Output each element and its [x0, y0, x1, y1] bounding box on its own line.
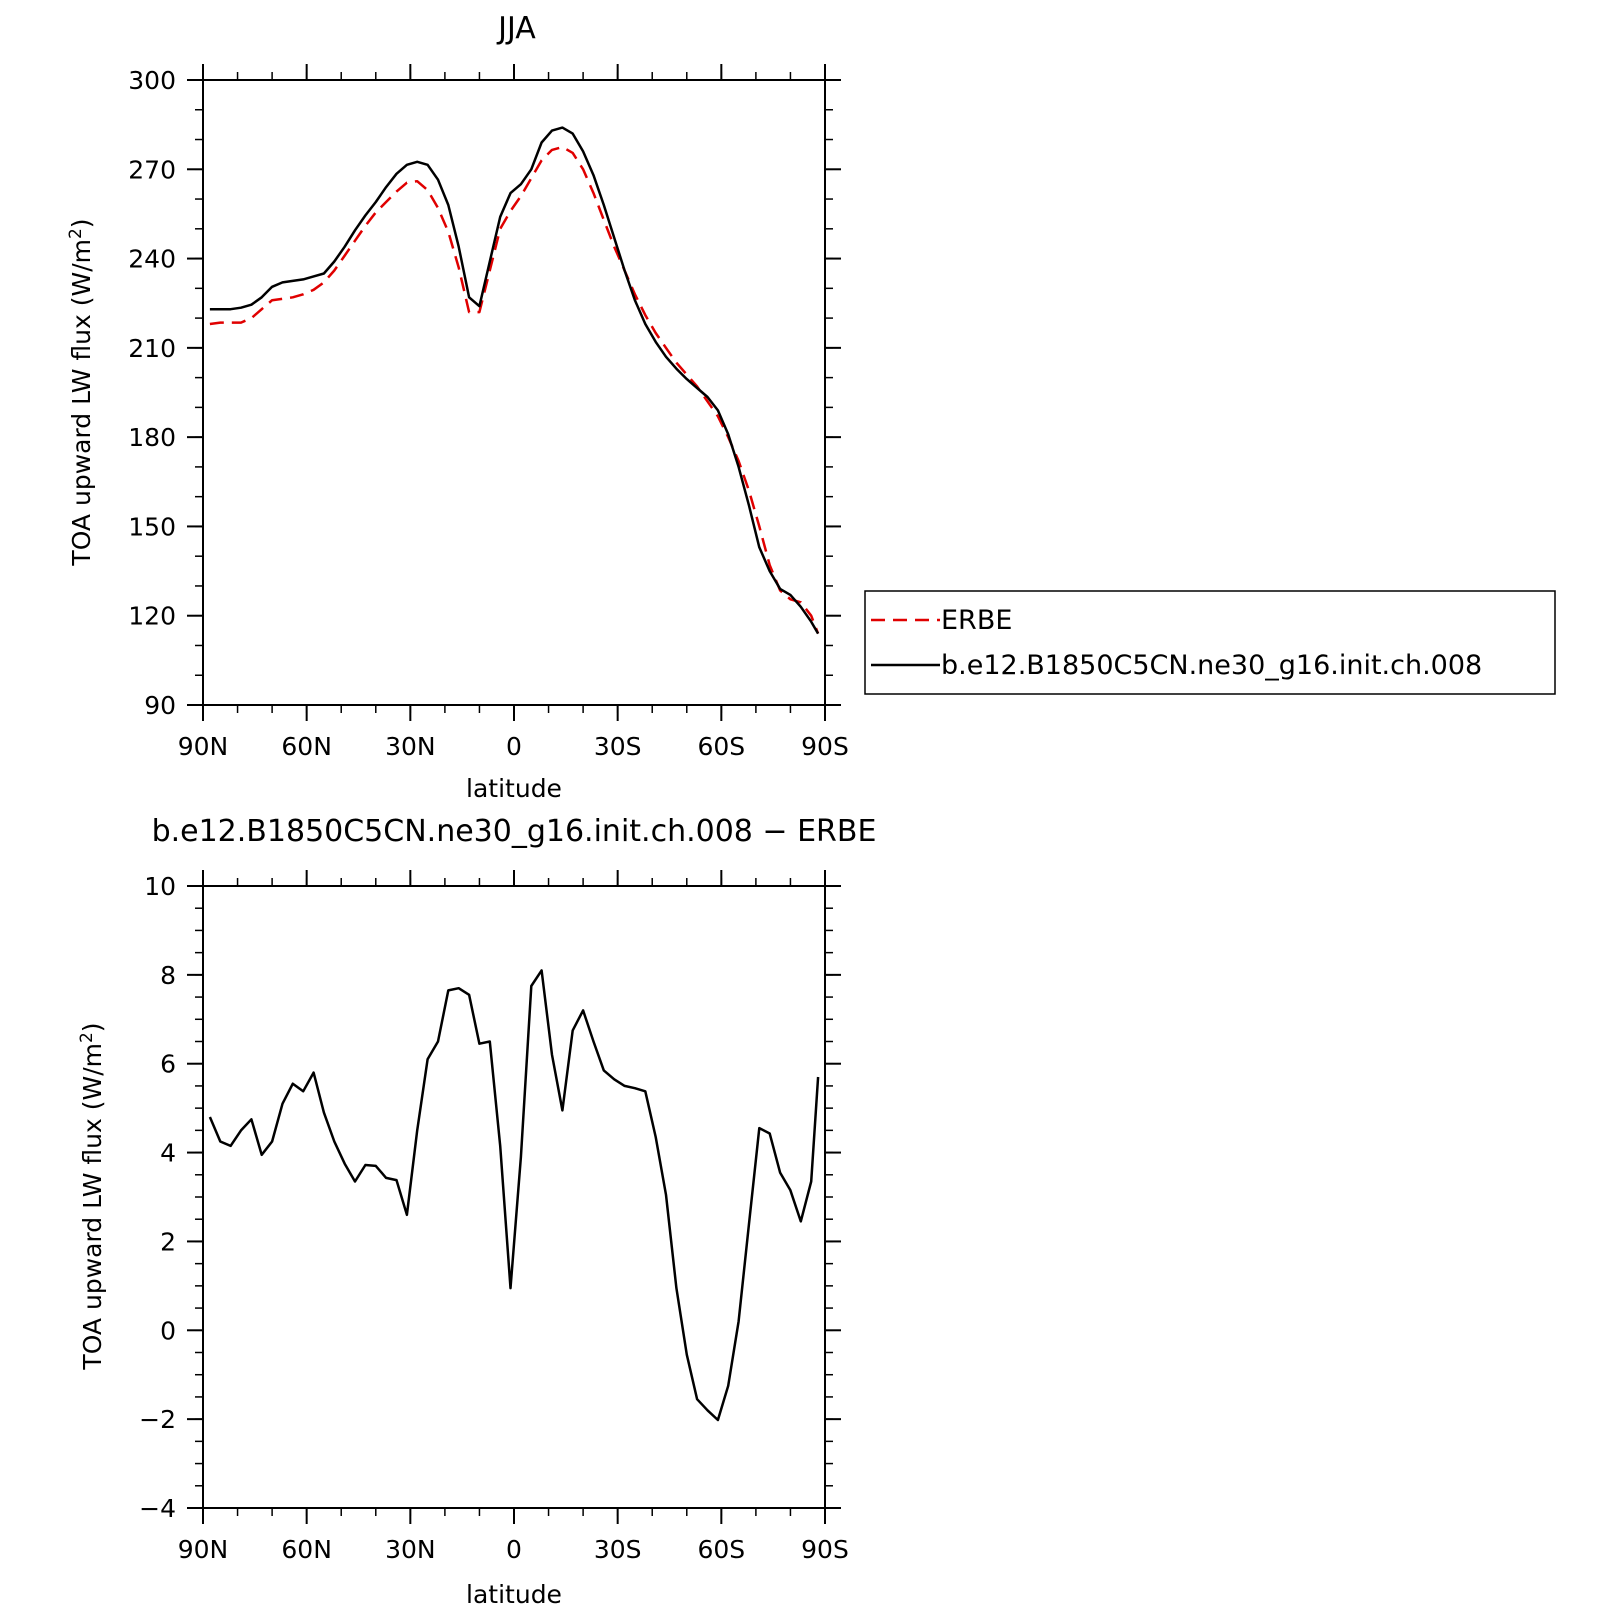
top-x-tick-label: 90S — [801, 732, 849, 761]
bottom-x-tick-label: 60S — [697, 1535, 745, 1564]
top-x-tick-label: 0 — [506, 732, 522, 761]
legend-label-model: b.e12.B1850C5CN.ne30_g16.init.ch.008 — [941, 650, 1482, 681]
top-y-tick-label: 240 — [128, 245, 176, 274]
bottom-y-tick-label: 0 — [160, 1316, 176, 1345]
bottom-panel-title: b.e12.B1850C5CN.ne30_g16.init.ch.008 − E… — [152, 814, 877, 849]
bottom-y-tick-label: 10 — [144, 872, 176, 901]
bottom-panel-series — [208, 969, 820, 1422]
bottom-y-tick-label: −4 — [139, 1494, 176, 1523]
bottom-y-tick-label: 6 — [160, 1050, 176, 1079]
top-x-tick-label: 60N — [281, 732, 332, 761]
bottom-x-tick-label: 90N — [178, 1535, 229, 1564]
top-plot-frame — [202, 79, 826, 706]
top-panel-ticks: 90 120 150 180 210 240 270 300 90N 60N 30N 0 30S 60S 9… — [128, 64, 849, 761]
top-y-tick-label: 270 — [128, 155, 176, 184]
bottom-y-tick-label: 4 — [160, 1139, 176, 1168]
top-y-tick-label: 120 — [128, 602, 176, 631]
legend-box — [864, 590, 1556, 695]
top-x-tick-label: 30S — [594, 732, 642, 761]
bottom-x-tick-label: 0 — [506, 1535, 522, 1564]
top-x-tick-label: 30N — [385, 732, 436, 761]
top-panel: JJA 90 120 150 180 210 240 270 300 90N 60N 30N 0 30S… — [66, 11, 849, 803]
top-y-tick-label: 300 — [128, 66, 176, 95]
bottom-x-tick-label: 30N — [385, 1535, 436, 1564]
bottom-y-tick-label: 2 — [160, 1227, 176, 1256]
bottom-y-tick-label: 8 — [160, 961, 176, 990]
bottom-series-line-0 — [208, 969, 820, 1422]
bottom-x-tick-label: 30S — [594, 1535, 642, 1564]
top-series-line-0 — [209, 145, 820, 635]
top-series-line-1 — [209, 126, 820, 635]
top-x-axis-title: latitude — [466, 774, 562, 803]
top-x-tick-label: 60S — [697, 732, 745, 761]
legend-label-erbe: ERBE — [941, 605, 1012, 636]
top-y-tick-label: 90 — [144, 691, 176, 720]
bottom-panel-ticks: −4 −2 0 2 4 6 8 10 90N 60N 30N 0 30S 60S 90S — [139, 870, 849, 1564]
top-y-axis-title: TOA upward LW flux (W/m2) — [66, 218, 96, 566]
top-x-tick-label: 90N — [178, 732, 229, 761]
bottom-y-tick-label: −2 — [139, 1405, 176, 1434]
bottom-x-tick-label: 90S — [801, 1535, 849, 1564]
bottom-x-axis-title: latitude — [466, 1580, 562, 1609]
top-y-tick-label: 150 — [128, 512, 176, 541]
top-panel-title: JJA — [496, 11, 536, 46]
top-y-tick-label: 180 — [128, 423, 176, 452]
bottom-y-axis-title: TOA upward LW flux (W/m2) — [77, 1022, 107, 1370]
top-y-tick-label: 210 — [128, 334, 176, 363]
top-panel-series — [209, 126, 820, 635]
bottom-panel: b.e12.B1850C5CN.ne30_g16.init.ch.008 − E… — [77, 814, 876, 1609]
bottom-plot-frame — [202, 885, 826, 1509]
bottom-x-tick-label: 60N — [281, 1535, 332, 1564]
legend: ERBE b.e12.B1850C5CN.ne30_g16.init.ch.00… — [864, 590, 1556, 695]
